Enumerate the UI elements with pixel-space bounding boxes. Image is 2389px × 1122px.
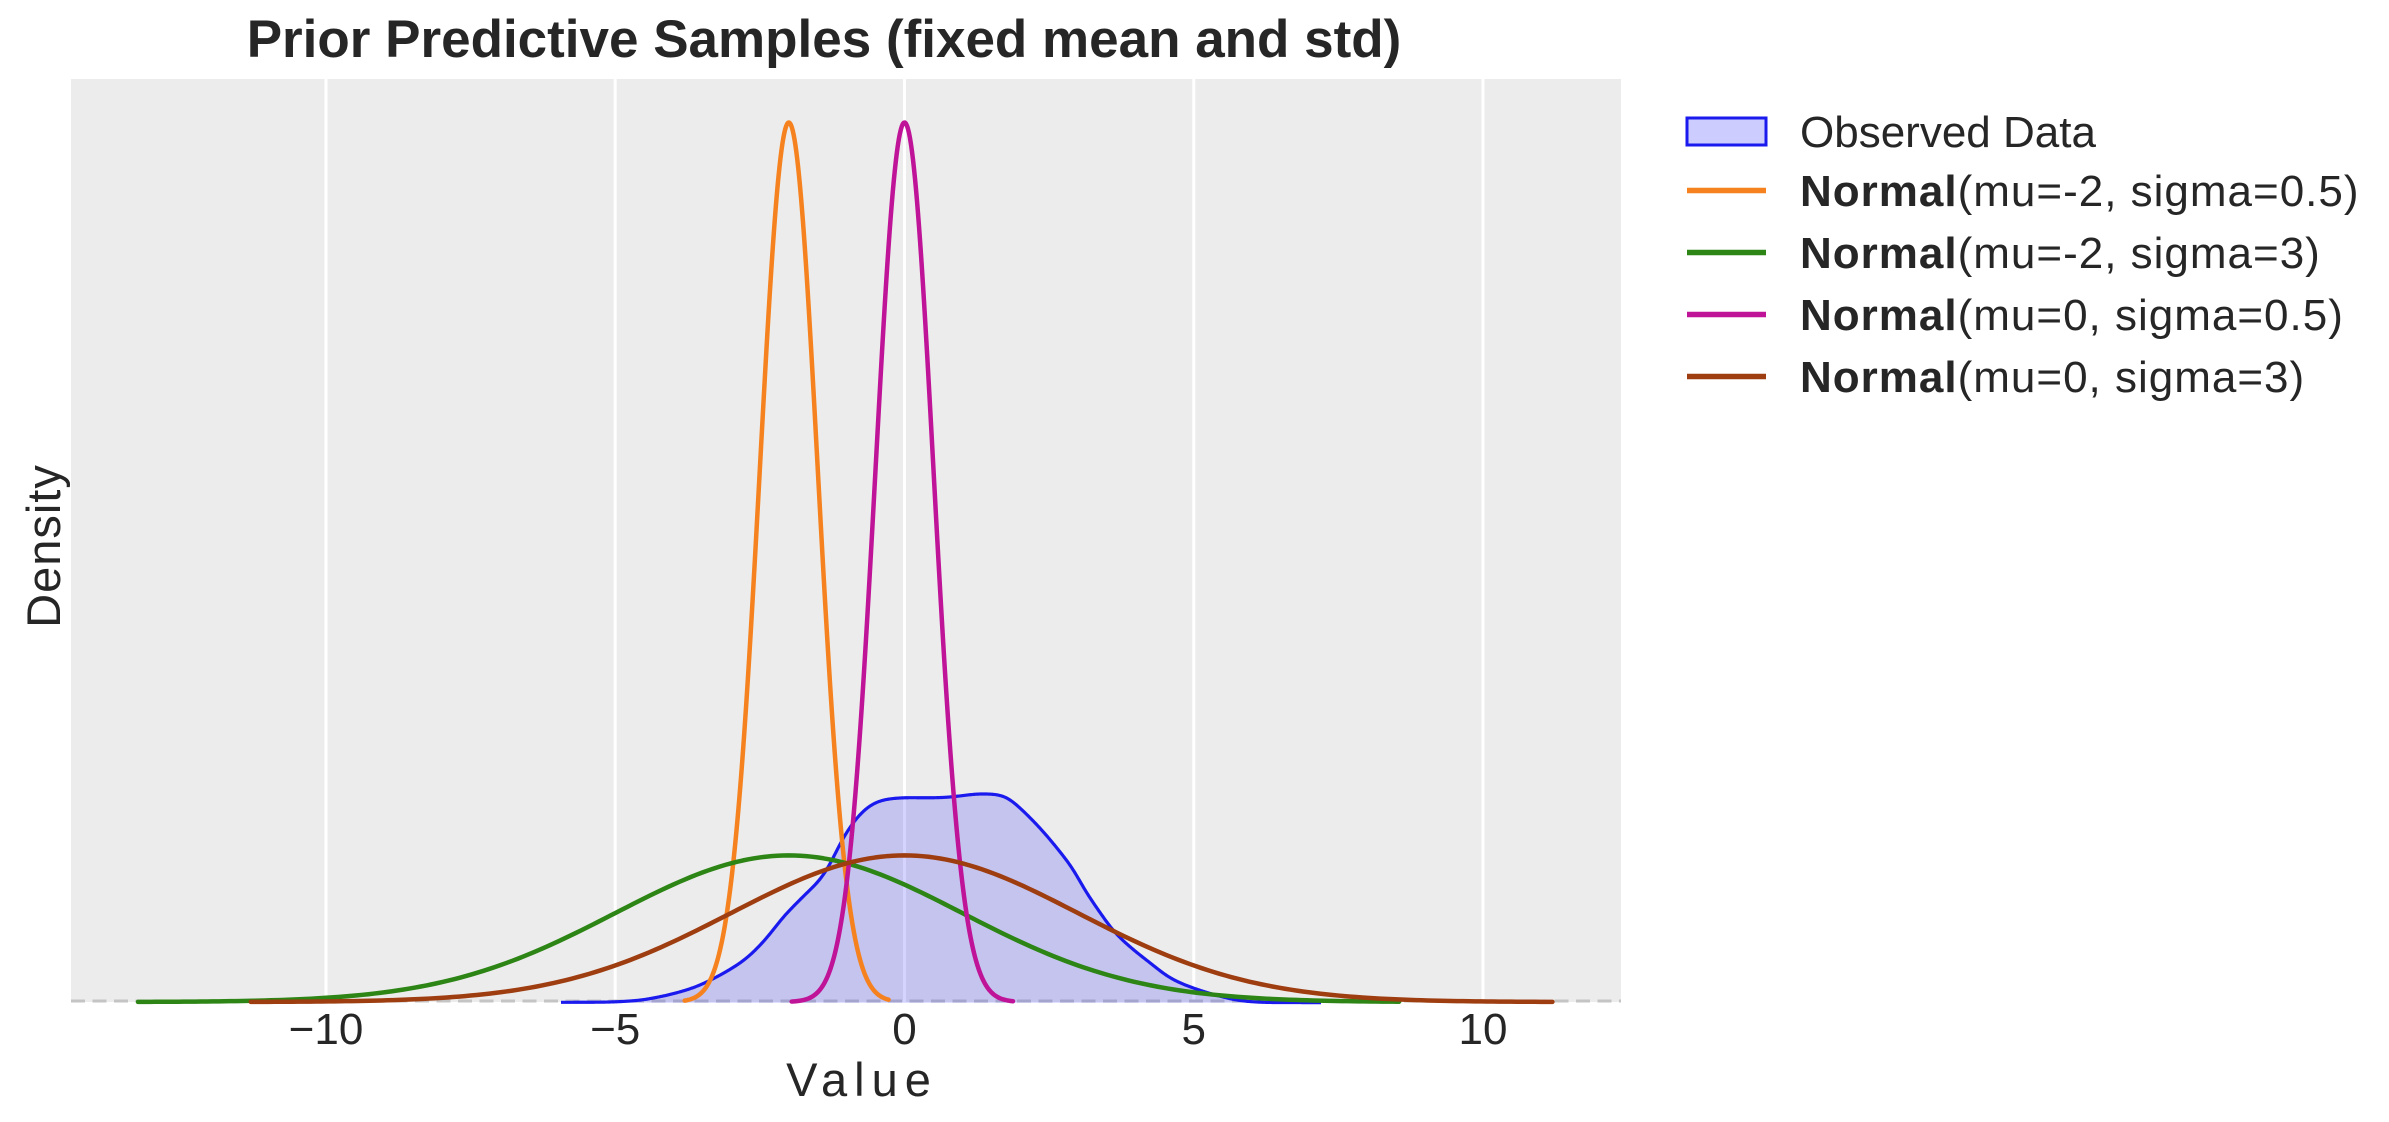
svg-text:−5: −5 <box>590 1005 640 1054</box>
svg-text:Density: Density <box>17 464 70 628</box>
svg-text:Normal(mu=-2, sigma=0.5): Normal(mu=-2, sigma=0.5) <box>1800 167 2360 216</box>
svg-text:Value: Value <box>786 1053 938 1106</box>
svg-text:Normal(mu=0, sigma=0.5): Normal(mu=0, sigma=0.5) <box>1800 291 2344 340</box>
svg-text:Prior Predictive Samples (fixe: Prior Predictive Samples (fixed mean and… <box>247 10 1402 69</box>
svg-text:5: 5 <box>1182 1005 1206 1054</box>
svg-text:0: 0 <box>892 1005 916 1054</box>
svg-text:Normal(mu=-2, sigma=3): Normal(mu=-2, sigma=3) <box>1800 229 2321 278</box>
svg-text:−10: −10 <box>289 1005 364 1054</box>
svg-text:10: 10 <box>1459 1005 1508 1054</box>
svg-text:Observed Data: Observed Data <box>1800 108 2096 157</box>
svg-text:Normal(mu=0, sigma=3): Normal(mu=0, sigma=3) <box>1800 353 2305 402</box>
